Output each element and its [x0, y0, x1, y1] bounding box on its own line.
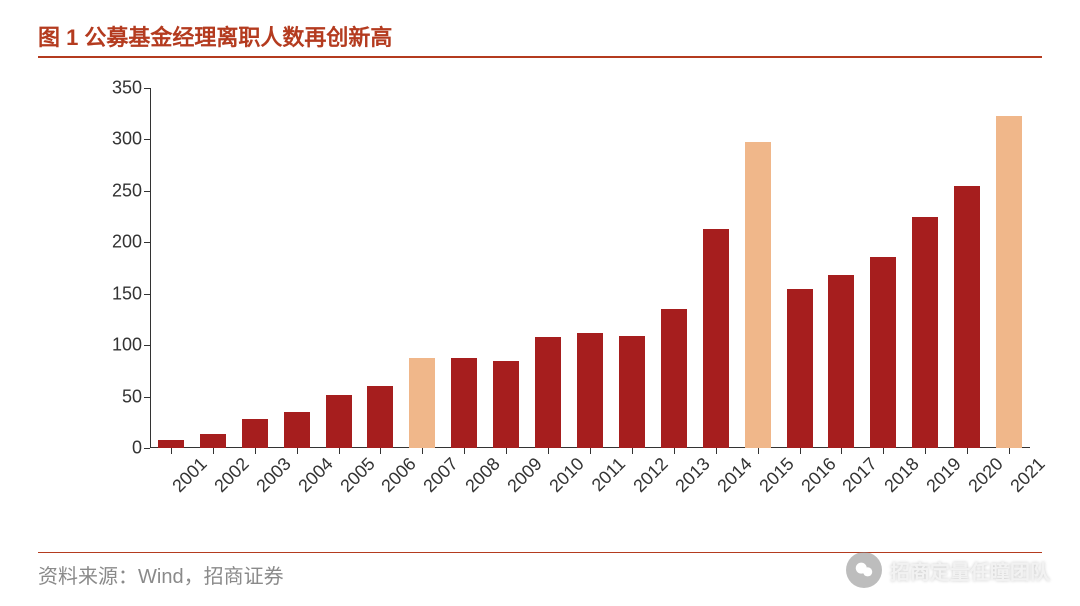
- x-tick: [213, 448, 214, 454]
- x-tick-label: 2018: [875, 448, 924, 497]
- x-tick: [422, 448, 423, 454]
- x-tick-label: 2006: [372, 448, 421, 497]
- bar: [745, 142, 771, 449]
- watermark: 招商定量任瞳团队: [846, 552, 1050, 588]
- bar: [619, 336, 645, 448]
- x-tick-label: 2017: [833, 448, 882, 497]
- x-tick-label: 2005: [330, 448, 379, 497]
- x-tick-label: 2001: [163, 448, 212, 497]
- x-tick-label: 2002: [205, 448, 254, 497]
- x-tick-label: 2009: [498, 448, 547, 497]
- bar: [326, 395, 352, 448]
- y-axis: [150, 88, 151, 448]
- y-tick-label: 250: [112, 180, 150, 201]
- x-tick: [590, 448, 591, 454]
- bar-chart: 0501001502002503003502001200220032004200…: [100, 78, 1040, 498]
- x-tick-label: 2020: [959, 448, 1008, 497]
- y-tick-label: 350: [112, 78, 150, 99]
- x-tick-label: 2010: [540, 448, 589, 497]
- x-tick: [506, 448, 507, 454]
- x-tick-label: 2019: [917, 448, 966, 497]
- x-tick-label: 2008: [456, 448, 505, 497]
- bar: [367, 386, 393, 448]
- source-text: 资料来源：Wind，招商证券: [38, 560, 284, 589]
- bar: [703, 229, 729, 448]
- y-tick-label: 200: [112, 232, 150, 253]
- x-tick: [255, 448, 256, 454]
- bar: [661, 309, 687, 448]
- x-tick-label: 2016: [791, 448, 840, 497]
- bar: [284, 412, 310, 448]
- x-tick: [967, 448, 968, 454]
- y-tick-label: 0: [132, 438, 150, 459]
- figure-container: 图 1 公募基金经理离职人数再创新高 050100150200250300350…: [0, 0, 1080, 606]
- bar: [451, 358, 477, 449]
- x-tick-label: 2012: [624, 448, 673, 497]
- bar: [954, 186, 980, 448]
- y-tick-label: 100: [112, 335, 150, 356]
- x-tick: [171, 448, 172, 454]
- x-tick: [674, 448, 675, 454]
- y-tick-label: 150: [112, 283, 150, 304]
- x-tick: [1009, 448, 1010, 454]
- bar: [409, 358, 435, 449]
- bar: [200, 434, 226, 448]
- x-tick: [758, 448, 759, 454]
- bar: [577, 333, 603, 448]
- figure-number: 图 1: [38, 20, 78, 52]
- x-tick-label: 2021: [1001, 448, 1050, 497]
- x-tick-label: 2004: [288, 448, 337, 497]
- x-tick: [841, 448, 842, 454]
- x-tick: [464, 448, 465, 454]
- y-tick-label: 50: [122, 386, 150, 407]
- x-tick: [925, 448, 926, 454]
- x-tick: [883, 448, 884, 454]
- x-tick-label: 2011: [582, 448, 630, 496]
- x-tick: [380, 448, 381, 454]
- x-tick: [800, 448, 801, 454]
- y-tick-label: 300: [112, 129, 150, 150]
- bar: [996, 116, 1022, 448]
- x-tick: [632, 448, 633, 454]
- x-tick-label: 2013: [666, 448, 715, 497]
- bar: [535, 337, 561, 448]
- x-tick-label: 2015: [749, 448, 798, 497]
- x-tick-label: 2003: [246, 448, 295, 497]
- x-tick: [297, 448, 298, 454]
- wechat-icon: [846, 552, 882, 588]
- x-tick-label: 2007: [414, 448, 463, 497]
- bar: [912, 217, 938, 448]
- bar: [242, 419, 268, 448]
- x-tick: [339, 448, 340, 454]
- title-row: 图 1 公募基金经理离职人数再创新高: [38, 20, 1042, 58]
- x-tick: [548, 448, 549, 454]
- bar: [158, 440, 184, 448]
- x-tick-label: 2014: [707, 448, 756, 497]
- plot-area: 0501001502002503003502001200220032004200…: [150, 88, 1030, 448]
- bar: [493, 361, 519, 448]
- figure-title: 公募基金经理离职人数再创新高: [84, 20, 392, 52]
- bar: [870, 257, 896, 448]
- bar: [787, 289, 813, 448]
- x-tick: [716, 448, 717, 454]
- bar: [828, 275, 854, 448]
- watermark-text: 招商定量任瞳团队: [890, 556, 1050, 585]
